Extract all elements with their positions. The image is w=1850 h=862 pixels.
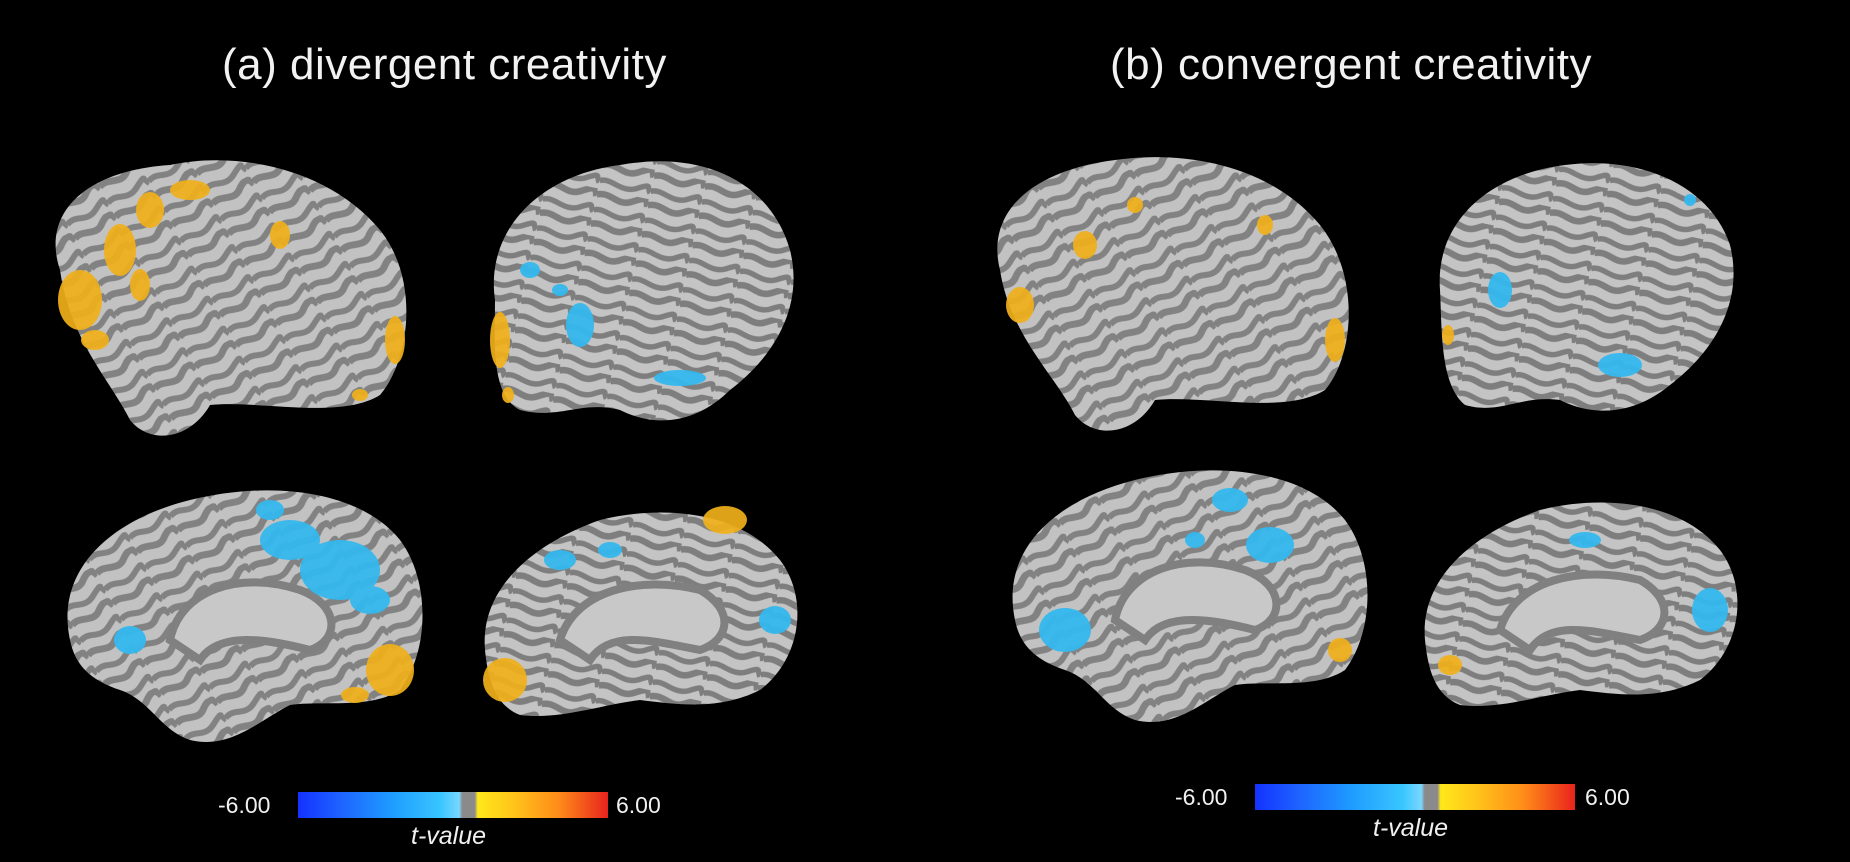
panel-a-left-medial xyxy=(67,490,423,742)
panel-a-title: (a) divergent creativity xyxy=(222,40,667,89)
colorbar-a: -6.00 6.00 t-value xyxy=(218,792,688,852)
colorbar-a-min: -6.00 xyxy=(218,792,271,818)
colorbar-a-label: t-value xyxy=(411,822,487,850)
colorbar-b: -6.00 6.00 t-value xyxy=(1175,784,1655,844)
panel-b-title: (b) convergent creativity xyxy=(1110,40,1593,89)
colorbar-a-max: 6.00 xyxy=(616,792,661,818)
colorbar-a-gradient xyxy=(298,792,608,818)
panel-a-right-medial xyxy=(483,506,798,717)
panel-a-left-lateral xyxy=(55,160,407,436)
colorbar-b-gradient xyxy=(1255,784,1575,810)
panel-b-left-lateral xyxy=(997,157,1349,431)
colorbar-b-label: t-value xyxy=(1373,814,1449,842)
panel-b-right-lateral xyxy=(1439,163,1734,411)
panel-b-left-medial xyxy=(1012,470,1368,722)
panel-b-right-medial xyxy=(1424,502,1738,707)
panel-a-right-lateral xyxy=(490,161,794,421)
colorbar-b-max: 6.00 xyxy=(1585,784,1630,810)
colorbar-b-min: -6.00 xyxy=(1175,784,1228,810)
